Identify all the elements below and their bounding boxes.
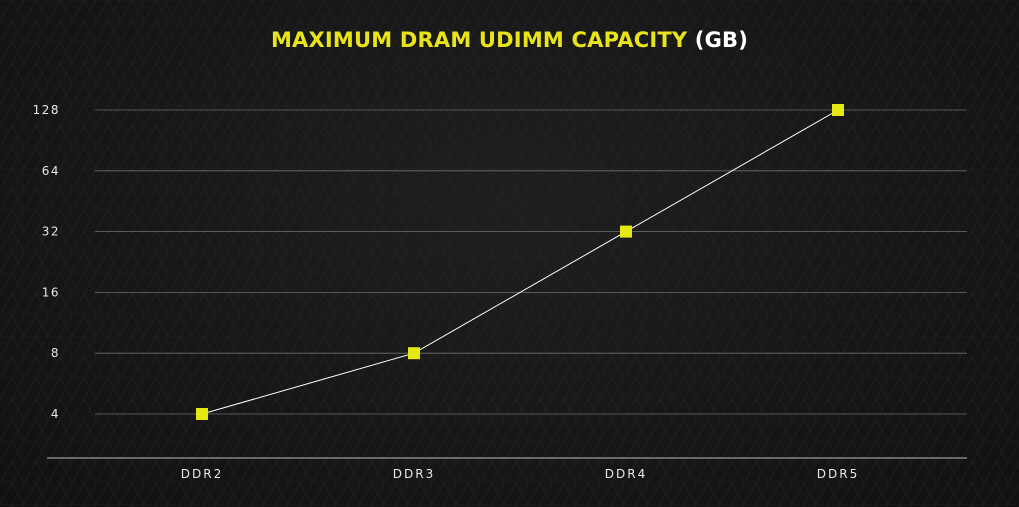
chart-title-main: MAXIMUM DRAM UDIMM CAPACITY bbox=[270, 28, 688, 52]
x-tick-label-ddr3: DDR3 bbox=[393, 467, 435, 481]
grid-lines bbox=[95, 109, 967, 415]
data-point-ddr3 bbox=[408, 347, 420, 360]
x-tick-label-ddr4: DDR4 bbox=[605, 467, 647, 481]
x-tick-label-ddr2: DDR2 bbox=[181, 467, 223, 481]
y-tick-label-8: 8 bbox=[51, 346, 60, 360]
data-point-ddr5 bbox=[832, 104, 844, 116]
chart-title-unit: (GB) bbox=[694, 28, 749, 52]
x-tick-labels: DDR2 DDR3 DDR4 DDR5 bbox=[181, 467, 859, 481]
y-tick-label-32: 32 bbox=[42, 225, 60, 239]
chart-title: MAXIMUM DRAM UDIMM CAPACITY (GB) bbox=[0, 28, 1019, 52]
y-tick-label-4: 4 bbox=[51, 407, 60, 421]
y-tick-label-128: 128 bbox=[33, 103, 60, 117]
y-tick-labels: 4 8 16 32 64 128 bbox=[33, 103, 60, 421]
y-tick-label-16: 16 bbox=[42, 285, 60, 299]
series-line bbox=[201, 109, 839, 415]
series-line-group bbox=[201, 109, 839, 415]
x-tick-label-ddr5: DDR5 bbox=[817, 467, 859, 481]
data-point-ddr2 bbox=[196, 408, 208, 420]
data-point-ddr4 bbox=[620, 225, 632, 238]
data-markers bbox=[196, 104, 844, 420]
y-tick-label-64: 64 bbox=[42, 164, 60, 178]
